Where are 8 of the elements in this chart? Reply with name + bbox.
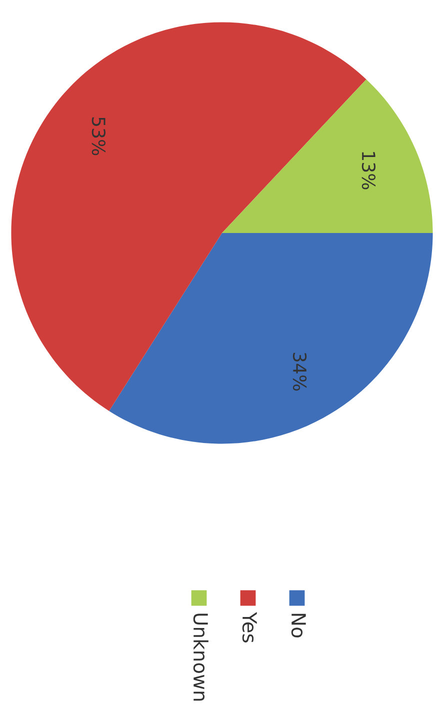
legend-label: Unknown <box>193 614 208 701</box>
data-label: 34% <box>292 352 307 391</box>
legend-label: Yes <box>242 612 257 642</box>
data-label: 13% <box>362 152 376 190</box>
pie-slice <box>222 79 433 233</box>
pie-slice <box>109 233 433 444</box>
legend-label: No <box>291 614 306 638</box>
data-label: 53% <box>92 117 106 156</box>
